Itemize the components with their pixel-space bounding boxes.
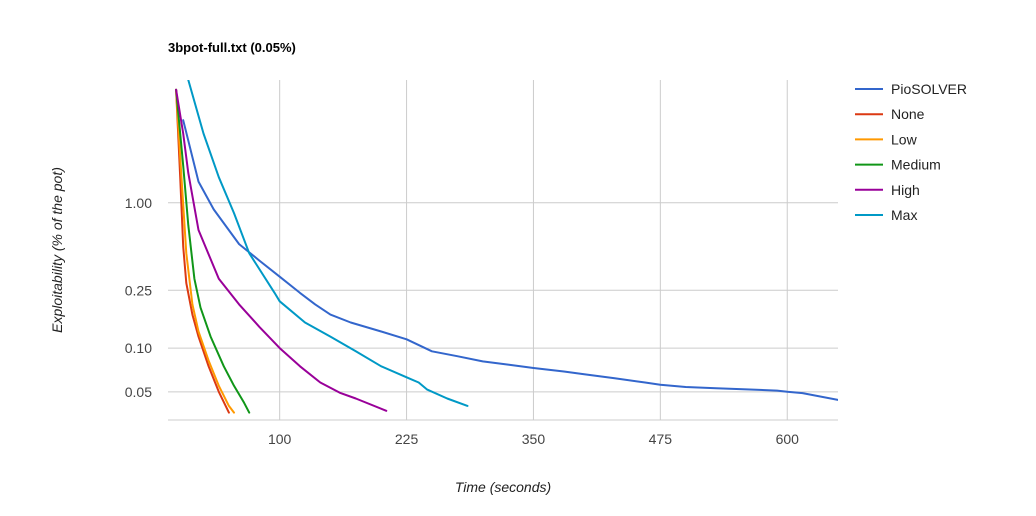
legend-label: Low: [891, 131, 918, 147]
legend-label: None: [891, 106, 925, 122]
x-tick-label: 350: [522, 431, 546, 447]
legend-item-piosolver[interactable]: PioSOLVER: [855, 81, 967, 97]
series-lines: [175, 80, 838, 414]
series-line-low: [175, 88, 235, 414]
legend-label: PioSOLVER: [891, 81, 967, 97]
y-tick-labels: 1.00 0.25 0.10 0.05: [125, 195, 152, 400]
legend-label: Max: [891, 207, 917, 223]
gridlines: [168, 80, 838, 420]
series-line-max: [187, 80, 469, 407]
series-line-medium: [175, 88, 251, 414]
series-line-none: [175, 88, 230, 414]
y-tick-label: 0.25: [125, 282, 152, 298]
legend-label: High: [891, 182, 920, 198]
y-tick-label: 0.05: [125, 384, 152, 400]
legend-label: Medium: [891, 157, 941, 173]
series-line-piosolver: [182, 119, 838, 401]
legend-item-high[interactable]: High: [855, 182, 920, 198]
y-axis-title: Exploitability (% of the pot): [49, 167, 65, 333]
legend: PioSOLVER None Low Medium High Max: [855, 81, 967, 223]
legend-item-low[interactable]: Low: [855, 131, 918, 147]
x-axis-title: Time (seconds): [455, 479, 551, 495]
x-tick-labels: 100 225 350 475 600: [268, 431, 799, 447]
chart-title: 3bpot-full.txt (0.05%): [168, 40, 296, 55]
x-tick-label: 225: [395, 431, 419, 447]
series-line-high: [175, 88, 388, 412]
x-tick-label: 600: [776, 431, 800, 447]
y-tick-label: 0.10: [125, 340, 152, 356]
y-tick-label: 1.00: [125, 195, 152, 211]
legend-item-medium[interactable]: Medium: [855, 157, 941, 173]
x-tick-label: 100: [268, 431, 292, 447]
legend-item-none[interactable]: None: [855, 106, 925, 122]
legend-item-max[interactable]: Max: [855, 207, 917, 223]
x-tick-label: 475: [649, 431, 673, 447]
